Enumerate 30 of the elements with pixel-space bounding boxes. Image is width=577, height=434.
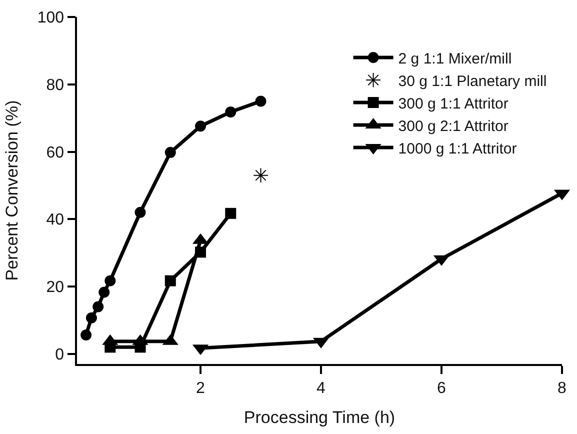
x-axis-title: Processing Time (h) xyxy=(244,408,396,427)
y-tick-label: 20 xyxy=(46,279,64,296)
legend-label: 2 g 1:1 Mixer/mill xyxy=(398,50,512,68)
x-tick-label: 4 xyxy=(316,380,326,397)
point xyxy=(253,168,268,184)
point xyxy=(195,120,206,132)
legend-label: 1000 g 1:1 Attritor xyxy=(398,140,517,158)
y-tick-label: 100 xyxy=(37,10,64,27)
point xyxy=(164,275,176,286)
y-tick-label: 60 xyxy=(46,144,64,162)
x-tick-label: 6 xyxy=(437,380,446,397)
point xyxy=(80,330,92,341)
y-tick-label: 80 xyxy=(46,76,64,94)
point xyxy=(225,208,236,219)
x-tick-label: 8 xyxy=(558,380,567,397)
point xyxy=(164,146,176,158)
point xyxy=(98,286,110,298)
point xyxy=(255,96,266,107)
point xyxy=(92,301,104,312)
legend-label: 300 g 1:1 Attritor xyxy=(398,95,508,112)
legend-label: 300 g 2:1 Attritor xyxy=(398,118,508,135)
point xyxy=(86,312,97,324)
y-tick-label: 40 xyxy=(46,212,64,229)
y-axis-title: Percent Conversion (%) xyxy=(2,100,22,281)
y-tick-label: 0 xyxy=(55,346,64,364)
x-tick-label: 2 xyxy=(196,380,206,397)
point xyxy=(225,106,236,118)
point xyxy=(134,206,146,218)
legend-label: 30 g 1:1 Planetary mill xyxy=(398,72,547,90)
point xyxy=(104,275,116,286)
